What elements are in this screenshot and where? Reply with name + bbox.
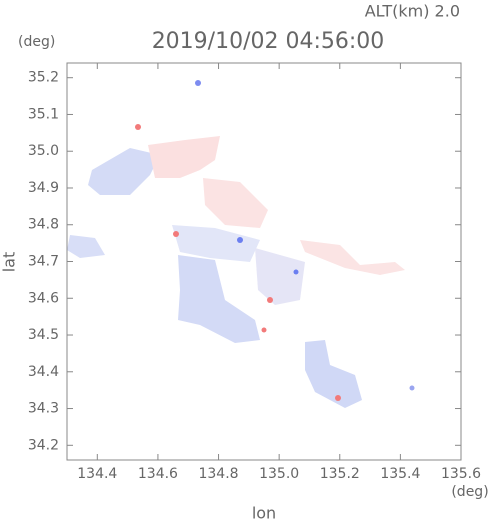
y-unit: (deg)	[18, 34, 55, 50]
echo-region	[203, 178, 268, 228]
echo-cell	[267, 297, 273, 303]
x-unit: (deg)	[451, 484, 488, 500]
echo-region	[255, 248, 305, 305]
echo-cell	[195, 80, 201, 86]
echo-cell	[237, 237, 243, 243]
echo-region	[178, 255, 260, 343]
echo-cell	[173, 231, 179, 237]
x-tick-label: 134.6	[138, 466, 178, 482]
echo-cell	[261, 327, 267, 333]
echo-region	[300, 240, 405, 275]
echo-region	[67, 235, 105, 258]
y-tick-label: 34.2	[28, 437, 59, 453]
x-tick-label: 134.4	[77, 466, 117, 482]
x-tick-label: 135.0	[259, 466, 299, 482]
y-tick-label: 34.7	[28, 254, 59, 270]
echo-region	[148, 136, 220, 178]
x-tick-label: 135.2	[320, 466, 360, 482]
chart-title: 2019/10/02 04:56:00	[152, 29, 385, 54]
echo-region	[88, 148, 160, 195]
altitude: ALT(km) 2.0	[365, 2, 460, 21]
echo-cell	[335, 395, 341, 401]
x-tick-label: 135.6	[441, 466, 481, 482]
echo-cell	[293, 269, 299, 275]
y-axis-label: lat	[0, 252, 19, 273]
x-axis-label: lon	[252, 504, 276, 522]
y-tick-label: 34.4	[28, 364, 59, 380]
x-tick-label: 134.8	[198, 466, 238, 482]
echo-cell	[135, 124, 141, 130]
echo-region	[305, 340, 362, 408]
y-tick-label: 34.9	[28, 180, 59, 196]
y-tick-label: 34.3	[28, 401, 59, 417]
echo-cell	[409, 385, 415, 391]
echo-field	[67, 80, 415, 408]
y-tick-label: 34.6	[28, 290, 59, 306]
y-tick-label: 35.2	[28, 70, 59, 86]
y-tick-label: 34.8	[28, 217, 59, 233]
y-tick-label: 35.1	[28, 106, 59, 122]
x-tick-label: 135.4	[380, 466, 420, 482]
echo-region	[172, 225, 260, 262]
y-tick-label: 35.0	[28, 143, 59, 159]
y-tick-label: 34.5	[28, 327, 59, 343]
